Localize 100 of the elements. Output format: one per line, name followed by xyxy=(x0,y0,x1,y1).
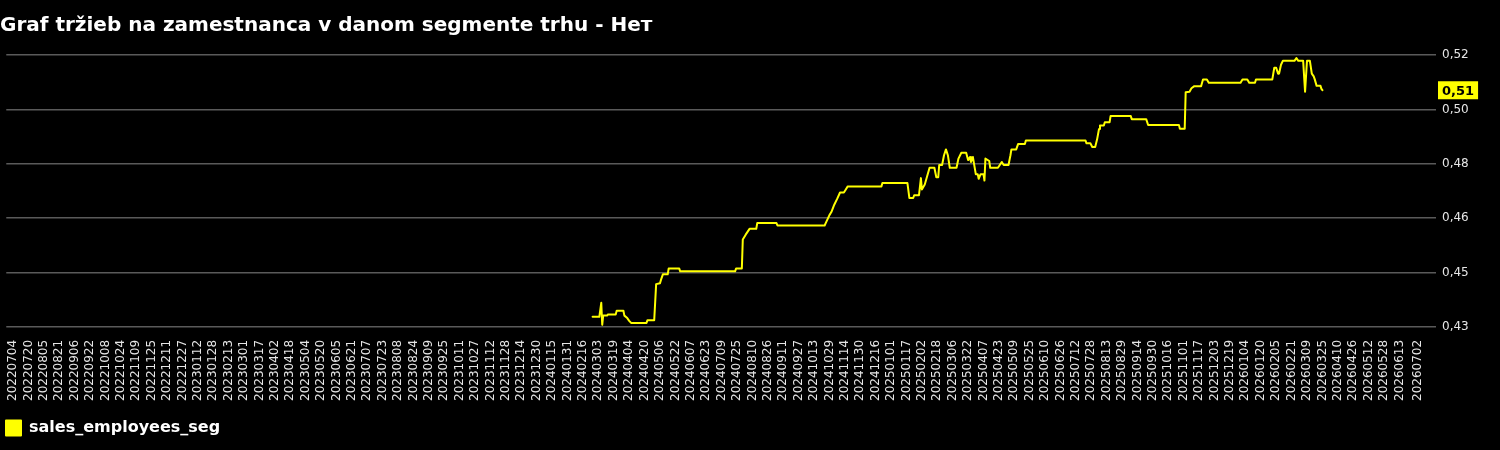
x-tick-label: 20221109 xyxy=(128,339,143,401)
x-tick-label: 20250712 xyxy=(1068,339,1083,401)
x-tick-label: 20251101 xyxy=(1175,339,1190,401)
x-tick-label: 20260426 xyxy=(1345,339,1360,401)
x-tick-label: 20241114 xyxy=(836,339,851,401)
x-tick-label: 20240911 xyxy=(775,339,790,401)
x-tick-label: 20250829 xyxy=(1114,339,1129,401)
x-tick-label: 20220720 xyxy=(20,339,35,401)
x-tick-label: 20230707 xyxy=(359,339,374,401)
x-tick-label: 20230301 xyxy=(236,339,251,401)
x-tick-label: 20250117 xyxy=(898,339,913,401)
y-tick-label: 0,50 xyxy=(1442,101,1469,116)
x-tick-label: 20250930 xyxy=(1145,339,1160,401)
x-tick-label: 20231230 xyxy=(528,339,543,401)
y-tick-label: 0,43 xyxy=(1442,319,1469,334)
x-tick-label: 20231128 xyxy=(498,339,513,401)
x-tick-label: 20230925 xyxy=(436,339,451,401)
x-tick-label: 20260309 xyxy=(1299,339,1314,401)
x-tick-label: 20240115 xyxy=(544,339,559,401)
x-tick-label: 20240607 xyxy=(682,339,697,401)
y-tick-label: 0,52 xyxy=(1442,47,1469,62)
x-tick-label: 20230112 xyxy=(189,339,204,401)
x-tick-label: 20260221 xyxy=(1283,339,1298,401)
x-tick-label: 20250218 xyxy=(929,339,944,401)
x-tick-label: 20240522 xyxy=(667,339,682,401)
x-tick-label: 20260120 xyxy=(1252,339,1267,401)
x-tick-label: 20220805 xyxy=(35,339,50,401)
x-tick-label: 20240216 xyxy=(575,339,590,401)
x-tick-label: 20240303 xyxy=(590,339,605,401)
x-tick-label: 20251203 xyxy=(1206,339,1221,401)
y-tick-label: 0,46 xyxy=(1442,210,1469,225)
x-tick-label: 20240927 xyxy=(790,339,805,401)
x-tick-label: 20230402 xyxy=(267,339,281,401)
chart-title: Graf tržieb na zamestnanca v danom segmente trhu - Нет xyxy=(0,12,653,37)
x-tick-label: 20260702 xyxy=(1409,339,1424,401)
x-tick-label: 20221008 xyxy=(97,339,112,401)
x-tick-label: 20230317 xyxy=(251,339,266,401)
x-tick-label: 20260613 xyxy=(1391,339,1406,401)
x-tick-label: 20241029 xyxy=(821,339,836,401)
x-tick-label: 20221024 xyxy=(112,339,127,401)
x-tick-label: 20230808 xyxy=(390,339,405,401)
x-tick-label: 20251219 xyxy=(1222,339,1237,401)
x-tick-label: 20260205 xyxy=(1268,339,1283,401)
x-tick-label: 20240319 xyxy=(605,339,620,401)
x-tick-label: 20241013 xyxy=(806,339,821,401)
x-tick-label: 20240826 xyxy=(759,339,774,401)
x-tick-label: 20250202 xyxy=(914,339,928,401)
x-tick-label: 20240131 xyxy=(559,339,574,401)
x-tick-label: 20260325 xyxy=(1314,339,1329,401)
annotation: 0,51 xyxy=(1442,82,1475,98)
x-tick-label: 20250525 xyxy=(1021,339,1036,401)
x-tick-label: 20241130 xyxy=(852,339,867,401)
x-tick-label: 20250610 xyxy=(1037,339,1052,401)
x-tick-label: 20250306 xyxy=(944,339,959,401)
x-tick-label: 20250322 xyxy=(960,339,975,401)
x-tick-label: 20220821 xyxy=(51,339,66,401)
x-tick-label: 20230621 xyxy=(344,339,359,401)
x-tick-label: 20241216 xyxy=(867,339,882,401)
x-tick-label: 20250728 xyxy=(1083,339,1098,401)
x-tick-label: 20220906 xyxy=(66,339,81,401)
x-tick-label: 20251117 xyxy=(1191,339,1206,401)
y-tick-label: 0,45 xyxy=(1442,264,1469,279)
x-tick-label: 20250423 xyxy=(991,339,1006,401)
x-tick-label: 20230213 xyxy=(220,339,235,401)
x-tick-label: 20240623 xyxy=(698,339,713,401)
x-tick-label: 20251016 xyxy=(1160,339,1175,401)
x-tick-label: 20240420 xyxy=(636,339,651,401)
x-tick-label: 20230520 xyxy=(313,339,328,401)
x-tick-label: 20260410 xyxy=(1329,339,1344,401)
x-tick-label: 20220922 xyxy=(82,339,97,401)
x-tick-label: 20250914 xyxy=(1129,339,1144,401)
y-tick-label: 0,48 xyxy=(1442,155,1469,170)
x-tick-label: 20230605 xyxy=(328,339,343,401)
x-tick-label: 20240506 xyxy=(652,339,667,401)
x-tick-label: 20250813 xyxy=(1098,339,1113,401)
x-tick-label: 20231112 xyxy=(482,339,497,401)
x-tick-label: 20240709 xyxy=(713,339,728,401)
x-tick-label: 20250101 xyxy=(883,339,898,401)
x-tick-label: 20231214 xyxy=(513,339,528,401)
x-tick-label: 20230418 xyxy=(282,339,297,401)
x-tick-label: 20260512 xyxy=(1360,339,1375,401)
x-tick-label: 20230909 xyxy=(421,339,436,401)
x-tick-label: 20231011 xyxy=(451,339,466,401)
legend-label: sales_employees_seg xyxy=(29,417,221,437)
x-tick-label: 20220704 xyxy=(5,339,20,401)
x-tick-label: 20230723 xyxy=(374,339,389,401)
x-tick-label: 20221211 xyxy=(159,339,174,401)
x-tick-label: 20221227 xyxy=(174,339,189,401)
x-tick-label: 20230504 xyxy=(297,339,312,401)
x-tick-label: 20230128 xyxy=(205,339,220,401)
x-tick-label: 20240725 xyxy=(729,339,744,401)
x-tick-label: 20231027 xyxy=(467,339,482,401)
x-tick-label: 20230824 xyxy=(405,339,420,401)
x-tick-label: 20240810 xyxy=(744,339,759,401)
x-tick-label: 20250407 xyxy=(975,339,990,401)
x-tick-label: 20250626 xyxy=(1052,339,1067,401)
x-tick-label: 20221125 xyxy=(143,339,158,401)
x-tick-label: 20250509 xyxy=(1006,339,1021,401)
x-tick-label: 20260104 xyxy=(1237,339,1252,401)
x-tick-label: 20240404 xyxy=(621,339,636,401)
